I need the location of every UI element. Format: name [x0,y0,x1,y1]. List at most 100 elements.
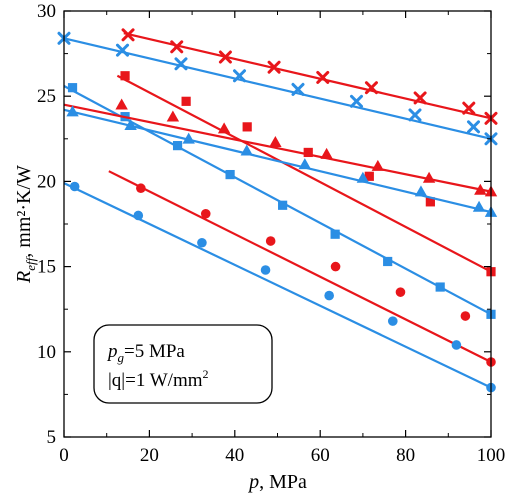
data-point [364,81,378,95]
y-tick-label: 15 [37,257,56,278]
series-red-x [121,28,498,125]
data-point [330,261,341,272]
x-tick-label: 0 [59,445,69,466]
data-point [166,110,180,122]
x-axis-title: p, MPa [247,471,307,493]
data-point [364,171,374,181]
data-point [182,132,195,144]
data-point [67,83,78,93]
series-red-square [116,71,496,277]
data-point [136,183,146,194]
data-point [356,171,370,183]
y-tick-label: 20 [37,171,56,192]
data-point [330,229,340,239]
data-point [69,181,80,192]
data-point [265,236,276,246]
y-tick-label: 30 [37,1,56,22]
series-layer [57,28,498,393]
series-line [123,32,492,120]
data-point [115,43,129,57]
series-red-triangle [63,98,498,197]
series-line [108,170,492,364]
data-point [232,69,246,83]
data-point [124,118,137,130]
data-point [170,40,184,54]
svg-text:pg=5 MPa: pg=5 MPa [106,341,185,365]
series-blue-x [57,31,498,146]
data-point [298,158,312,170]
svg-text:Reff, mm²·K/W: Reff, mm²·K/W [13,165,38,284]
y-tick-label: 5 [47,427,57,448]
data-point [425,197,435,207]
data-point [435,282,445,292]
data-point [422,171,436,183]
y-axis-title-unit: , mm²·K/W [13,165,35,258]
series-line [63,85,492,316]
data-point [260,265,271,275]
data-point [303,147,313,158]
data-point [200,208,211,219]
data-point [324,290,334,301]
data-point [197,237,207,248]
data-point [267,60,281,74]
annotation-frame [93,324,273,404]
data-point [408,108,422,122]
data-point [133,210,144,221]
annotation-pressure-value: =5 MPa [124,341,185,362]
x-tick-label: 40 [225,445,244,466]
y-tick-label: 10 [37,342,56,363]
annotation-heat-flux: |q|=1 W/mm [108,370,203,391]
data-point [115,98,128,110]
x-tick-label: 60 [311,445,330,466]
y-axis-title-subscript: eff [23,255,38,270]
x-axis-title-unit: , MPa [259,471,307,493]
annotation-symbol: p [106,341,118,362]
data-point [462,101,476,115]
series-line [116,74,492,273]
data-point [269,136,282,148]
x-axis-title-symbol: p [247,471,259,493]
data-point [460,311,471,321]
data-point [172,141,183,151]
data-point [291,82,305,96]
data-point [466,120,480,134]
data-point [383,256,393,267]
series-blue-triangle [63,105,498,217]
data-point [217,122,231,134]
ticks-layer: 0 20 40 60 80 100 5 10 15 20 25 30 [37,1,505,466]
data-point [121,28,135,42]
data-point [316,70,330,84]
annotation-superscript: 2 [203,367,209,381]
y-tick-label: 25 [37,86,56,107]
data-point [387,316,398,326]
annotation-subscript: g [118,350,125,365]
data-point [225,169,235,180]
data-point [240,144,253,156]
data-point [414,185,428,197]
data-point [218,50,232,64]
data-point [320,147,333,159]
data-point [371,159,385,171]
data-point [474,183,487,195]
data-point [174,57,188,71]
data-point [349,94,363,108]
series-line [63,37,492,140]
data-point [242,122,252,132]
series-line [63,103,492,193]
data-point [451,340,462,350]
annotation-box: pg=5 MPa |q|=1 W/mm2 [93,324,273,404]
data-point [278,200,288,210]
data-point [395,287,406,297]
series-red-circle [108,170,496,367]
x-tick-label: 100 [477,445,506,466]
svg-text:|q|=1 W/mm2: |q|=1 W/mm2 [108,367,209,391]
y-axis-title-symbol: R [13,271,35,284]
x-tick-label: 20 [140,445,159,466]
x-tick-label: 80 [396,445,415,466]
data-point [120,71,130,81]
data-point [181,96,191,106]
data-point [472,200,486,212]
y-axis-title: Reff, mm²·K/W [13,165,38,284]
data-point [413,91,427,105]
